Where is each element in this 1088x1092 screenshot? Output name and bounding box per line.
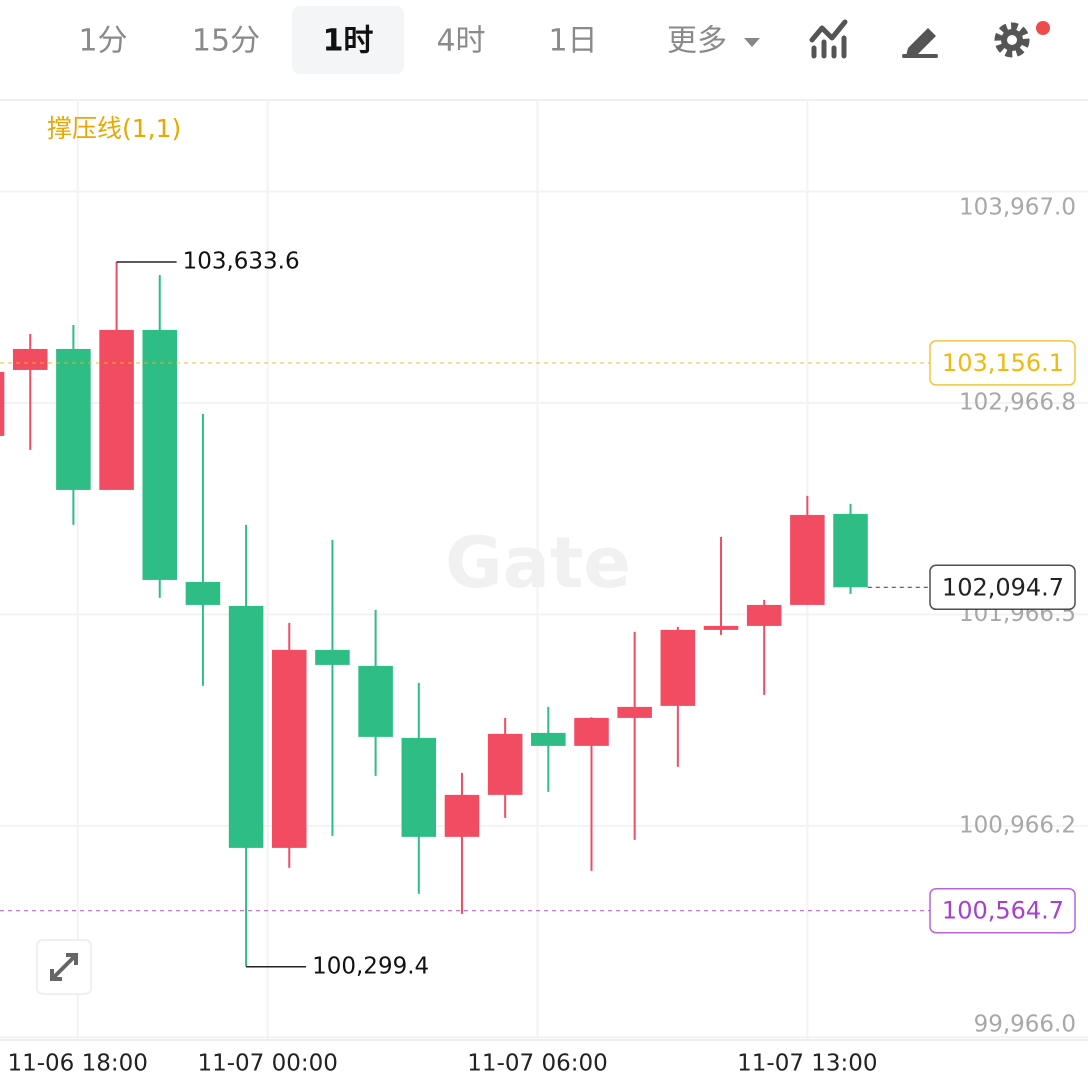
more-caret[interactable]: [744, 38, 760, 47]
price-box: [929, 887, 1076, 934]
price-label: 103,156.1: [942, 349, 1064, 377]
y-tick-label: 100,966.2: [959, 812, 1076, 838]
indicator-label: 撑压线(1,1): [47, 114, 181, 143]
draw-icon[interactable]: [902, 28, 938, 58]
candle-body: [56, 348, 91, 490]
high-label: 103,633.6: [183, 249, 300, 275]
tab[interactable]: 更多: [667, 24, 727, 59]
candle-body: [833, 513, 868, 588]
active-tab-bg: [292, 6, 404, 74]
x-tick-label: 11-07 00:00: [197, 1051, 337, 1077]
candle-body: [617, 706, 652, 718]
candle-body: [401, 737, 437, 837]
candle-body: [487, 733, 523, 795]
x-tick-label: 11-06 18:00: [7, 1051, 147, 1077]
overlay: 99,966.0100,966.2101,966.5102,966.8103,9…: [0, 195, 1076, 1077]
tab[interactable]: 1分: [78, 24, 127, 59]
candle-body: [444, 794, 480, 837]
y-tick-label: 103,967.0: [959, 195, 1076, 221]
candle-body: [0, 371, 5, 436]
settings-icon[interactable]: [994, 21, 1050, 58]
candle-body: [358, 665, 393, 737]
y-tick-label: 99,966.0: [974, 1012, 1076, 1038]
candle-body: [12, 348, 48, 370]
candle-body: [185, 581, 221, 605]
expand-button[interactable]: [36, 939, 92, 995]
watermark: Gate: [445, 522, 631, 604]
plot: [0, 262, 868, 967]
x-tick-label: 11-07 13:00: [737, 1051, 877, 1077]
tabs: 1分 15分 1时 4时 1日 更多: [78, 24, 727, 59]
grid: [0, 100, 1088, 1040]
price-label: 102,094.7: [942, 573, 1064, 601]
candle-body: [228, 605, 264, 848]
candle-body: [272, 649, 307, 848]
indicator-icon[interactable]: [809, 19, 848, 59]
price-label: 100,564.7: [942, 897, 1064, 925]
price-box: [929, 564, 1076, 611]
candle-body: [99, 329, 134, 490]
candle-body: [703, 625, 739, 630]
candle-body: [574, 717, 609, 746]
tab[interactable]: 1日: [548, 24, 597, 59]
tab[interactable]: 15分: [192, 24, 260, 59]
tab[interactable]: 4时: [436, 24, 485, 59]
candle-body: [315, 649, 350, 665]
candle-body: [790, 514, 825, 605]
x-tick-label: 11-07 06:00: [467, 1051, 607, 1077]
tab[interactable]: 1时: [323, 24, 374, 59]
y-tick-label: 102,966.8: [959, 389, 1076, 415]
candle-body: [660, 629, 696, 706]
low-label: 100,299.4: [312, 953, 429, 979]
candle-body: [746, 604, 782, 626]
candle-body: [142, 329, 178, 580]
price-box: [929, 340, 1076, 386]
candle-body: [531, 732, 566, 746]
